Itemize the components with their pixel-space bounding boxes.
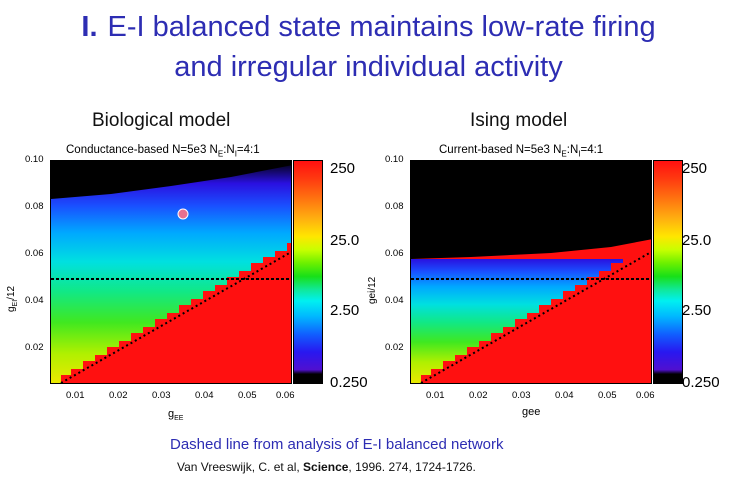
colorbar-label: 0.250 [330,374,368,391]
colorbar-label: 25.0 [330,232,360,249]
ytick: 0.04 [25,295,44,306]
colorbar-label: 2.50 [682,302,712,319]
xtick: 0.01 [66,390,85,401]
ytick: 0.08 [385,201,404,212]
panel-subtitle-ising: Current-based N=5e3 NE:NI=4:1 [439,144,604,159]
ylabel-ising: gei/12 [367,276,378,304]
colorbar-label: 250 [330,160,356,177]
slide-title-number: I. [81,11,98,43]
xtick: 0.03 [512,390,531,401]
colorbar-label: 250 [682,160,708,177]
cursor-marker [177,208,189,220]
xtick: 0.02 [109,390,128,401]
footer-note: Dashed line from analysis of E-I balance… [170,436,504,453]
panel-title-biological: Biological model [92,110,231,131]
heatmap-biological [50,160,292,384]
ytick: 0.02 [385,342,404,353]
xlabel-ising: gee [522,406,541,418]
xtick: 0.05 [598,390,617,401]
ytick: 0.10 [25,154,44,165]
colorbar-label: 25.0 [682,232,712,249]
xtick: 0.04 [555,390,574,401]
xtick: 0.06 [276,390,295,401]
ytick: 0.04 [385,295,404,306]
ytick: 0.06 [385,248,404,259]
citation: Van Vreeswijk, C. et al, Science, 1996. … [177,460,476,474]
colorbar-ising [653,160,683,384]
panel-subtitle-biological: Conductance-based N=5e3 NE:NI=4:1 [66,144,260,159]
ytick: 0.08 [25,201,44,212]
xtick: 0.01 [426,390,445,401]
xtick: 0.04 [195,390,214,401]
xtick: 0.06 [636,390,655,401]
xtick: 0.02 [469,390,488,401]
xlabel-biological: gEE [168,408,184,423]
slide-title-line2: and irregular individual activity [174,51,563,83]
xtick: 0.05 [238,390,257,401]
slide-title-line1: I. E-I balanced state maintains low-rate … [0,10,737,44]
black-region [51,161,291,199]
colorbar-label: 0.250 [682,374,720,391]
ylabel-biological: gEI/12 [6,285,19,312]
ytick: 0.02 [25,342,44,353]
ytick: 0.06 [25,248,44,259]
black-region [411,161,651,259]
panel-title-ising: Ising model [470,110,568,131]
ytick: 0.10 [385,154,404,165]
colorbar-biological [293,160,323,384]
xtick: 0.03 [152,390,171,401]
colorbar-label: 2.50 [330,302,360,319]
slide-title-text: E-I balanced state maintains low-rate fi… [107,11,656,43]
heatmap-ising [410,160,652,384]
